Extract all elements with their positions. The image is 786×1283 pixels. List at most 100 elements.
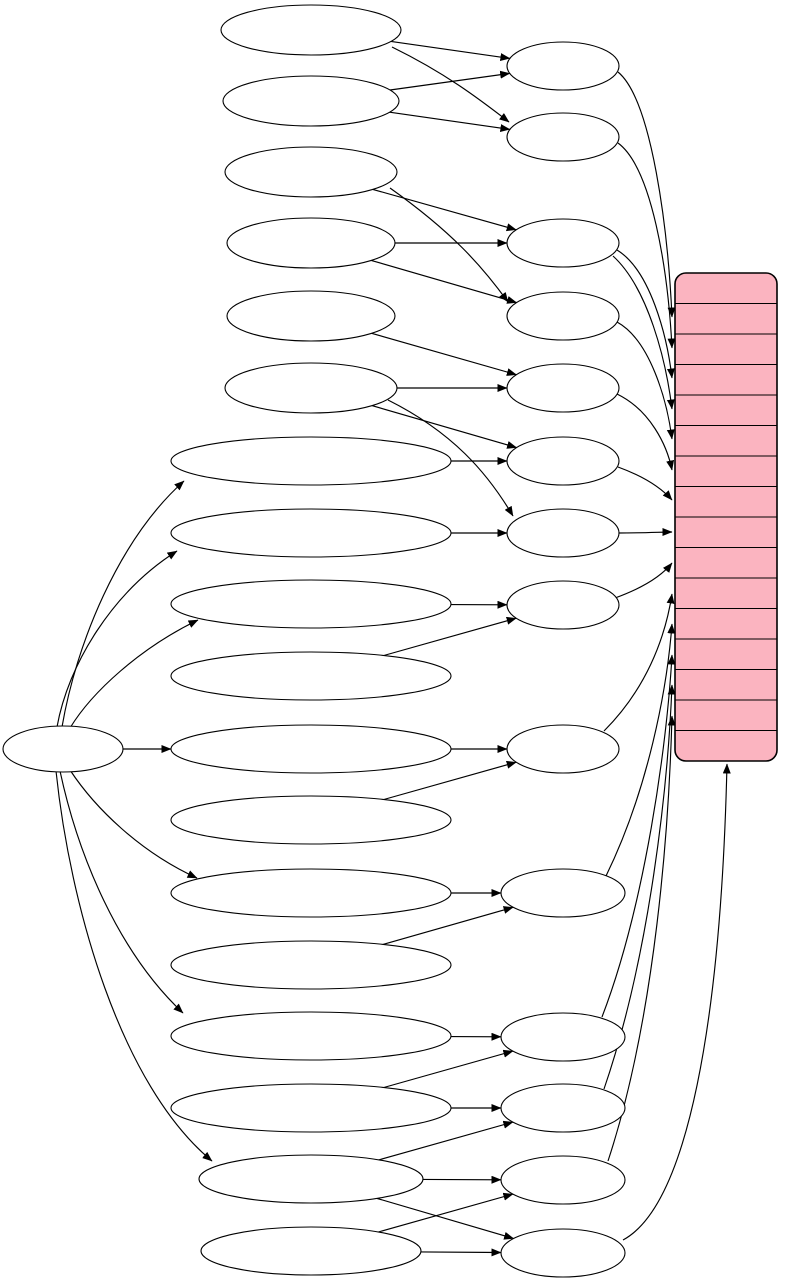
edge-ne_10m_ocean-to-water_z7 [387,399,514,517]
edge-osm_water_polygon-to-water_z12 [378,1120,514,1161]
node-ellipse-osm_ocean_polygon_gen2 [170,940,452,990]
node-ellipse-ne_10m_ocean [224,362,398,414]
node-ellipse-osm_ocean_polygon_gen1 [170,1083,452,1133]
edge-water_z10-to-z10 [605,623,676,877]
node-ellipse-water_z13 [500,1155,626,1205]
edge-osm_ocean_polygon_gen2-to-water_z10 [382,906,514,945]
layer-water-table [674,272,778,762]
node-osm_water_polygon_gen4 [170,579,452,629]
edge-ne_10m_lakes-to-water_z5 [371,332,517,376]
node-ellipse-water_z8 [506,580,620,630]
node-water_z11 [500,1012,626,1062]
node-ellipse-water_z10 [500,868,626,918]
node-ellipse-water_z7 [506,508,620,558]
edge-osm_ocean_polygon_gen3-to-water_z9 [383,760,517,801]
node-water_z9 [506,724,620,774]
node-ellipse-water_z6 [506,436,620,486]
edge-imposm3-to-osm_water_polygon_gen4 [69,619,199,729]
node-osm_water_polygon_gen1 [170,1011,452,1061]
node-water_z1 [506,112,620,162]
edge-ne_50m_ocean-to-water_z4 [389,187,509,303]
node-imposm3 [2,725,124,773]
node-ellipse-osm_ocean_polygon_gen3 [170,795,452,845]
edge-water_z9-to-z9 [603,593,675,732]
node-osm_ocean_polygon_gen3 [170,795,452,845]
edge-osm_ocean_polygon-to-water_z13 [378,1192,514,1233]
node-osm_ocean_polygon_gen4 [170,651,452,701]
edge-water_z0-to-z0 [617,71,676,318]
node-ne_50m_lakes [226,217,396,269]
node-ellipse-water_z11 [500,1012,626,1062]
node-ellipse-osm_water_polygon_gen1 [170,1011,452,1061]
node-water_z7 [506,508,620,558]
node-water_z5 [506,363,620,413]
node-ellipse-water_z2 [506,218,620,268]
node-ellipse-water_z12 [500,1083,626,1133]
node-osm_ocean_polygon_gen2 [170,940,452,990]
node-ellipse-water_z4 [506,291,620,341]
edge-water_z1-to-z1 [617,142,676,349]
node-osm_ocean_polygon_gen1 [170,1083,452,1133]
edge-ne_10m_ocean-to-water_z6 [371,405,518,449]
node-ne_50m_ocean [224,146,398,198]
node-ellipse-ne_50m_ocean [224,146,398,198]
node-water_z6 [506,436,620,486]
node-ellipse-osm_ocean_polygon [200,1226,422,1276]
node-ellipse-water_z9 [506,724,620,774]
edge-water_z5-to-z5 [616,393,675,471]
node-water_z0 [506,41,620,91]
edge-imposm3-to-osm_water_polygon_gen1 [59,770,184,1014]
node-osm_water_polygon_gen3 [170,724,452,774]
node-ellipse-water_z5 [506,363,620,413]
node-ellipse-osm_water_polygon_gen5 [170,508,452,558]
edge-water_z8-to-z8 [614,562,673,599]
edge-ne_50m_ocean-to-water_z2 [372,188,517,232]
node-ellipse-osm_water_polygon_gen2 [170,868,452,918]
edge-water_z6-to-z6 [617,466,673,501]
node-ne_10m_ocean [224,362,398,414]
edge-osm_ocean_polygon-to-water_z14 [420,1248,502,1257]
table-layer [674,272,778,762]
node-ellipse-imposm3 [2,725,124,773]
node-water_z4 [506,291,620,341]
edge-imposm3-to-osm_water_polygon_gen5 [56,550,178,728]
node-osm_water_polygon_gen6 [170,436,452,486]
node-water_z12 [500,1083,626,1133]
node-osm_water_polygon_gen5 [170,508,452,558]
edge-ne_110m_lakes-to-water_z0 [390,70,511,91]
edge-water_z7-to-z7 [618,528,673,537]
node-water_z13 [500,1155,626,1205]
edge-imposm3-to-osm_water_polygon [55,770,213,1162]
edge-osm_ocean_polygon_gen4-to-water_z8 [383,616,517,657]
edge-water_z14-to-z14+ [622,763,731,1241]
node-ne_10m_lakes [226,290,396,342]
edge-water_z2-to-z2 [616,249,675,379]
node-ellipse-water_z1 [506,112,620,162]
node-osm_water_polygon_gen2 [170,868,452,918]
node-ellipse-osm_water_polygon [198,1154,424,1204]
edge-ne_110m_lakes-to-water_z1 [389,111,511,133]
edge-imposm3-to-osm_water_polygon_gen2 [69,769,198,879]
node-water_z10 [500,868,626,918]
node-ellipse-ne_10m_lakes [226,290,396,342]
node-osm_ocean_polygon [200,1226,422,1276]
edge-osm_ocean_polygon_gen1-to-water_z11 [383,1049,514,1089]
nodes-layer [2,4,626,1278]
node-ellipse-ne_110m_lakes [222,75,400,127]
node-ellipse-water_z14 [500,1228,626,1278]
edge-water_z4-to-z4 [616,321,675,440]
node-ellipse-ne_110m_ocean [220,4,402,56]
edge-ne_110m_ocean-to-water_z0 [390,40,511,62]
node-ne_110m_ocean [220,4,402,56]
node-water_z8 [506,580,620,630]
node-ellipse-osm_water_polygon_gen6 [170,436,452,486]
node-ellipse-ne_50m_lakes [226,217,396,269]
node-water_z14 [500,1228,626,1278]
node-ellipse-water_z0 [506,41,620,91]
node-osm_water_polygon [198,1154,424,1204]
edge-ne_50m_lakes-to-water_z4 [371,259,518,304]
node-ellipse-osm_water_polygon_gen4 [170,579,452,629]
